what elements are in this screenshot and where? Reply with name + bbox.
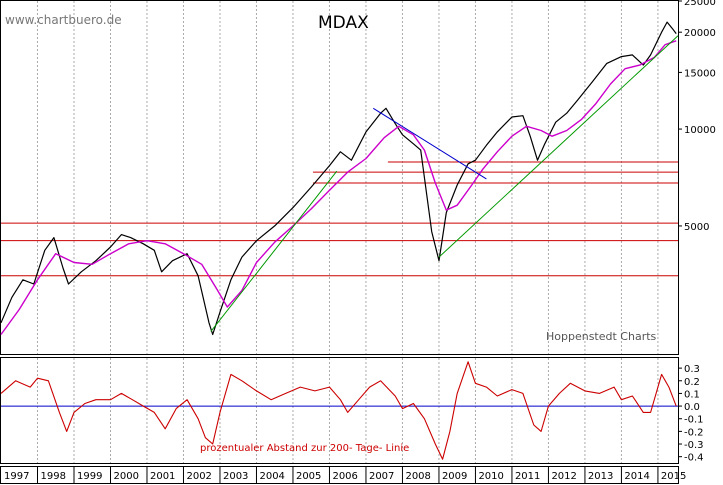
x-tick-label: 2012 — [551, 471, 576, 482]
x-tick-label: 2008 — [405, 471, 430, 482]
mdax-price-line — [0, 21, 677, 336]
trendline-2 — [438, 35, 679, 258]
horizontal-lines — [1, 161, 678, 277]
main-y-tick-label: 15000 — [684, 68, 716, 79]
watermark: www.chartbuero.de — [5, 13, 122, 27]
indicator-annotation: prozentualer Abstand zur 200- Tage- Lini… — [200, 443, 409, 454]
x-axis: 1997 1998 1999 2000 2001 2002 2003 2004 2005 2006… — [4, 467, 686, 483]
moving-average-line — [0, 40, 677, 335]
x-axis-strip — [0, 466, 679, 484]
main-y-tick-label: 10000 — [684, 125, 716, 136]
x-tick-label: 2013 — [588, 471, 613, 482]
x-tick-label: 2011 — [515, 471, 540, 482]
main-y-tick-label: 5000 — [684, 222, 709, 233]
x-tick-label: 2015 — [661, 471, 686, 482]
x-tick-label: 2000 — [113, 471, 138, 482]
chart-title: MDAX — [318, 13, 369, 33]
x-tick-label: 1998 — [40, 471, 65, 482]
trendline-3 — [372, 107, 487, 180]
x-tick-label: 2002 — [186, 471, 211, 482]
trendlines — [210, 35, 679, 332]
indicator-grid — [36, 358, 659, 463]
indicator-y-tick-label: 0.2 — [684, 377, 700, 388]
source-label: Hoppenstedt Charts — [546, 330, 657, 343]
indicator-y-tick-label: -0.3 — [684, 440, 704, 451]
indicator-y-tick-label: 0.1 — [684, 389, 700, 400]
main-y-axis: 25000 20000 15000 10000 5000 — [678, 0, 716, 233]
x-tick-label: 2001 — [150, 471, 175, 482]
x-tick-label: 2007 — [369, 471, 394, 482]
indicator-y-tick-label: 0.3 — [684, 364, 700, 375]
x-tick-label: 2004 — [259, 471, 284, 482]
x-tick-label: 2014 — [624, 471, 649, 482]
x-tick-label: 2006 — [332, 471, 357, 482]
x-tick-label: 2005 — [296, 471, 321, 482]
main-y-tick-label: 25000 — [684, 0, 716, 8]
x-tick-label: 1999 — [77, 471, 102, 482]
main-panel-frame — [0, 0, 679, 355]
indicator-y-axis: 0.3 0.20.1 0.0 -0.1-0.2 -0.3 -0.4 — [678, 364, 704, 464]
x-tick-label: 2009 — [442, 471, 467, 482]
indicator-series — [0, 361, 678, 460]
distance-200day-line — [0, 361, 677, 460]
main-y-tick-label: 20000 — [684, 28, 716, 39]
main-series — [0, 21, 677, 336]
x-tick-label: 2003 — [223, 471, 248, 482]
main-grid — [36, 1, 659, 354]
indicator-y-tick-label: -0.2 — [684, 427, 704, 438]
indicator-y-tick-label: 0.0 — [684, 402, 700, 413]
x-tick-label: 2010 — [478, 471, 503, 482]
indicator-y-tick-label: -0.1 — [684, 415, 704, 426]
indicator-panel-frame — [0, 357, 679, 464]
indicator-y-tick-label: -0.4 — [684, 453, 704, 464]
trendline-1 — [210, 170, 338, 332]
x-tick-label: 1997 — [4, 471, 29, 482]
